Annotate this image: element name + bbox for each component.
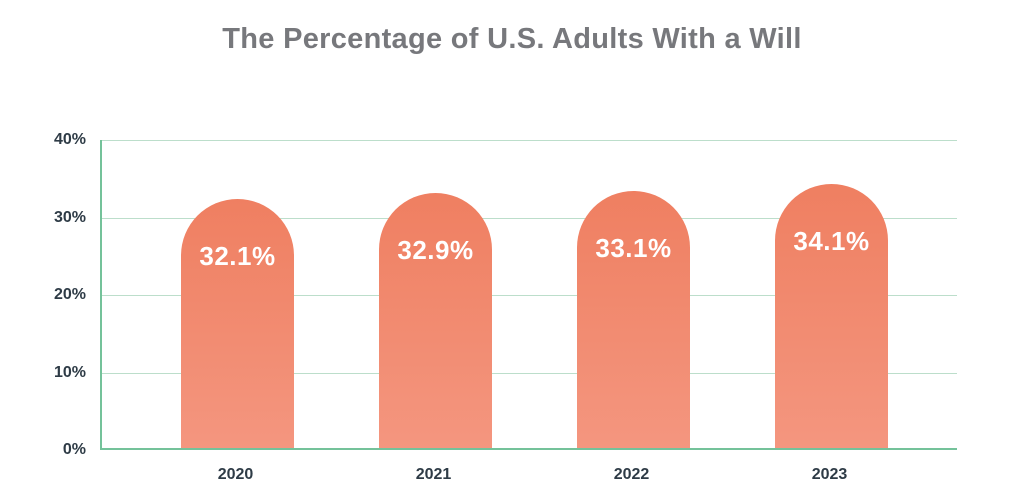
bar-2023: 34.1% [775,183,888,448]
gridline-20 [102,295,957,296]
bar-value-label-2022: 33.1% [595,233,672,264]
y-tick-label-40: 40% [53,131,86,148]
gridline-30 [102,217,957,219]
bar-value-label-2023: 34.1% [793,225,870,256]
x-tick-label-2023: 2023 [811,466,848,483]
gridline-10 [102,372,957,374]
x-tick-label-2020: 2020 [217,466,254,483]
gridline-40 [102,140,957,141]
bar-2020: 32.1% [181,199,294,448]
x-tick-label-2022: 2022 [613,466,650,483]
plot-area: 32.1% 32.9% 33.1% 34.1% [100,140,957,450]
chart-title: The Percentage of U.S. Adults With a Wil… [222,23,802,55]
x-tick-label-2021: 2021 [415,466,452,483]
bar-value-label-2020: 32.1% [199,241,276,272]
bar-2021: 32.9% [379,193,492,448]
y-tick-label-30: 30% [53,208,86,226]
y-tick-label-20: 20% [53,286,86,303]
bar-2022: 33.1% [577,191,690,448]
bar-value-label-2021: 32.9% [397,235,474,266]
y-tick-label-0: 0% [62,441,86,458]
y-tick-label-10: 10% [53,363,86,381]
